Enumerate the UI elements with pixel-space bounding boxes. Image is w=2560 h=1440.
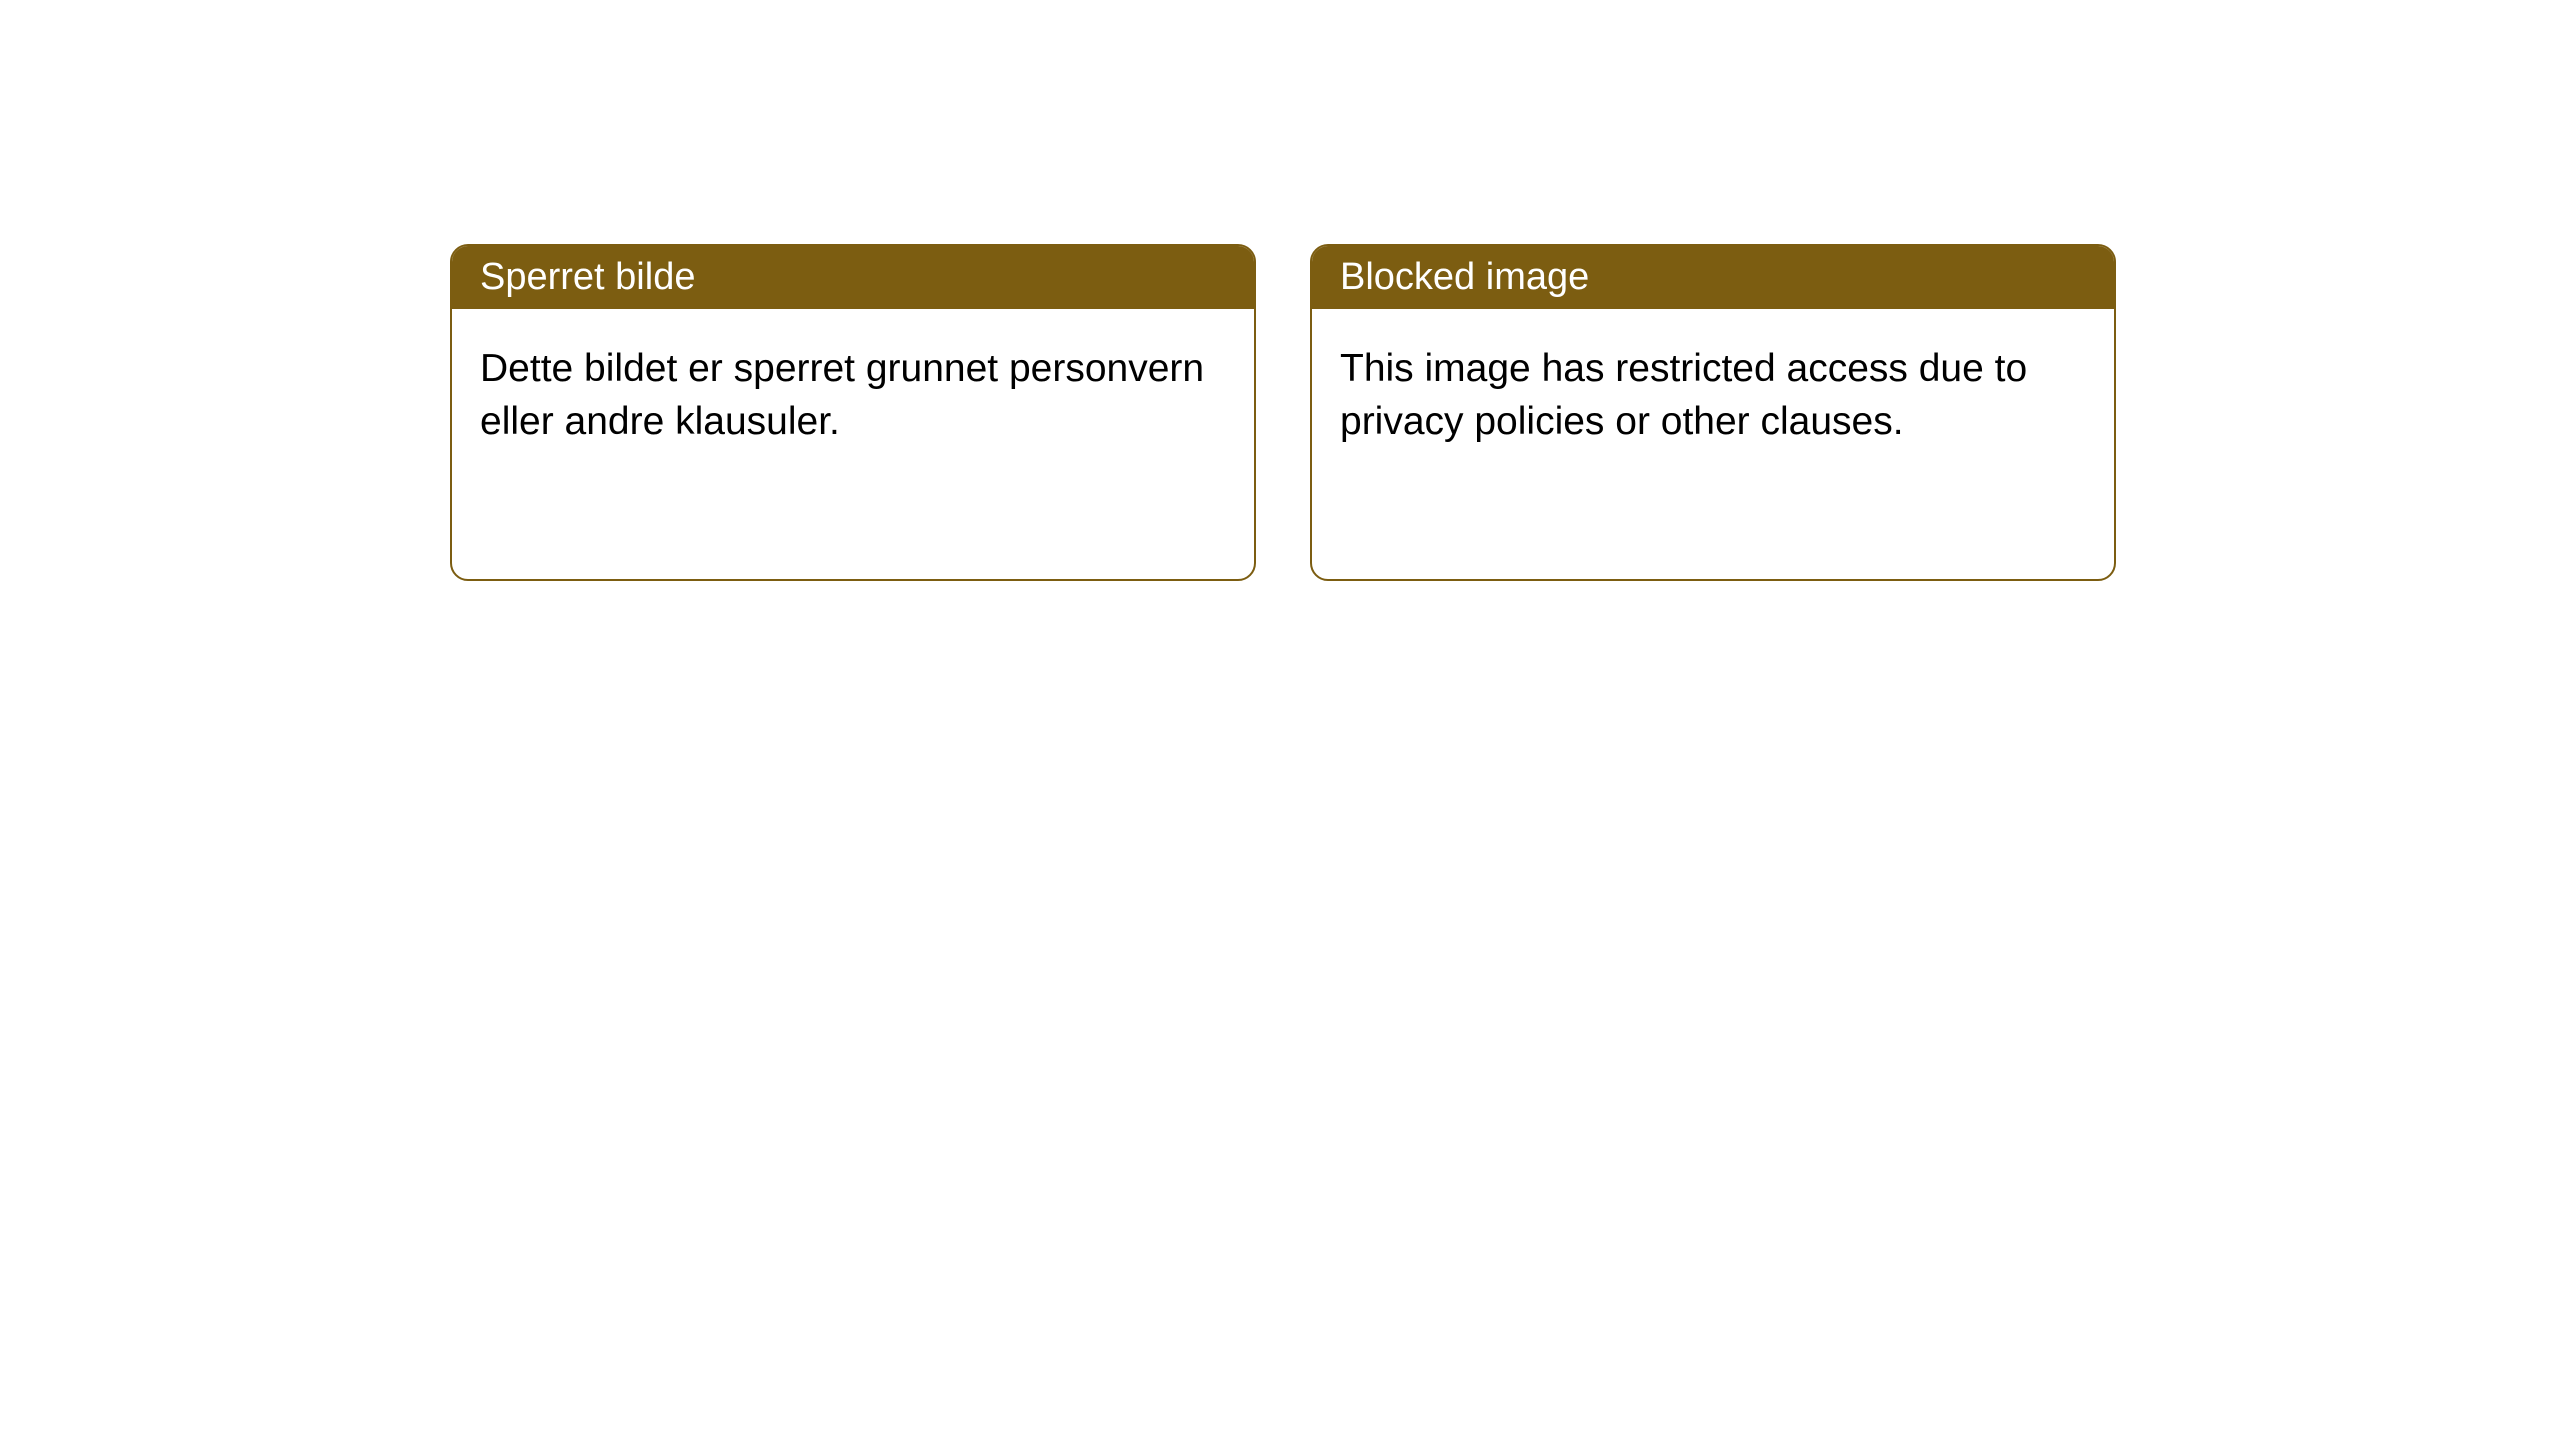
card-title: Blocked image	[1312, 246, 2114, 309]
card-body-text: This image has restricted access due to …	[1312, 309, 2114, 579]
card-body-text: Dette bildet er sperret grunnet personve…	[452, 309, 1254, 579]
card-title: Sperret bilde	[452, 246, 1254, 309]
notice-cards-row: Sperret bilde Dette bildet er sperret gr…	[0, 0, 2560, 581]
notice-card-english: Blocked image This image has restricted …	[1310, 244, 2116, 581]
notice-card-norwegian: Sperret bilde Dette bildet er sperret gr…	[450, 244, 1256, 581]
